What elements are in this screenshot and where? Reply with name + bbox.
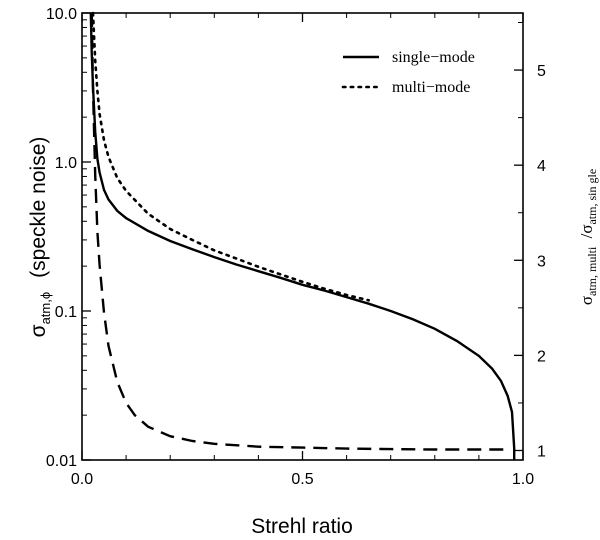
- y-tick-label-0.01: 0.01: [46, 453, 77, 470]
- legend: single−mode multi−mode: [341, 49, 475, 96]
- series-layer: [89, 11, 516, 460]
- y-tick-label-10.0: 10.0: [46, 6, 77, 23]
- x-tick-label-1.0: 1.0: [512, 471, 534, 488]
- series-line-multi-single-ratio: [90, 12, 510, 451]
- y2-axis-title-sub-1: atm, multi: [585, 246, 599, 296]
- y2-tick-label-2: 2: [537, 348, 546, 365]
- legend-label-single-mode: single−mode: [392, 49, 475, 66]
- y-axis-title-symbol: σ: [27, 324, 50, 337]
- y-axis-title: σatm,ϕ (speckle noise): [27, 137, 53, 338]
- x-tick-label-0.0: 0.0: [71, 471, 93, 488]
- y-tick-label-0.1: 0.1: [55, 304, 77, 321]
- y2-axis-title-symbol-2: /σ: [577, 225, 596, 243]
- ticks-layer: [81, 12, 524, 461]
- y2-tick-label-1: 1: [537, 443, 546, 460]
- y-axis-title-subscript: atm,ϕ: [38, 292, 53, 325]
- y2-tick-label-4: 4: [537, 158, 546, 175]
- x-axis-title: Strehl ratio: [251, 515, 353, 538]
- x-tick-label-0.5: 0.5: [291, 471, 313, 488]
- y2-axis-title-symbol-1: σ: [577, 296, 596, 305]
- tick-labels-layer: 0.0 0.5 1.0 0.01 0.1 1.0 10.0 1 2 3 4 5: [46, 6, 546, 488]
- legend-label-multi-mode: multi−mode: [392, 79, 470, 96]
- y2-axis-title-sub-2: atm, sin gle: [585, 169, 599, 225]
- y2-tick-label-3: 3: [537, 253, 546, 270]
- y-axis-title-suffix: (speckle noise): [27, 137, 50, 278]
- y-tick-label-1.0: 1.0: [55, 155, 77, 172]
- series-line-multi-mode: [91, 11, 370, 302]
- series-line-single-mode: [89, 12, 516, 460]
- y2-tick-label-5: 5: [537, 63, 546, 80]
- y2-axis-title: σatm, multi /σatm, sin gle: [577, 169, 599, 305]
